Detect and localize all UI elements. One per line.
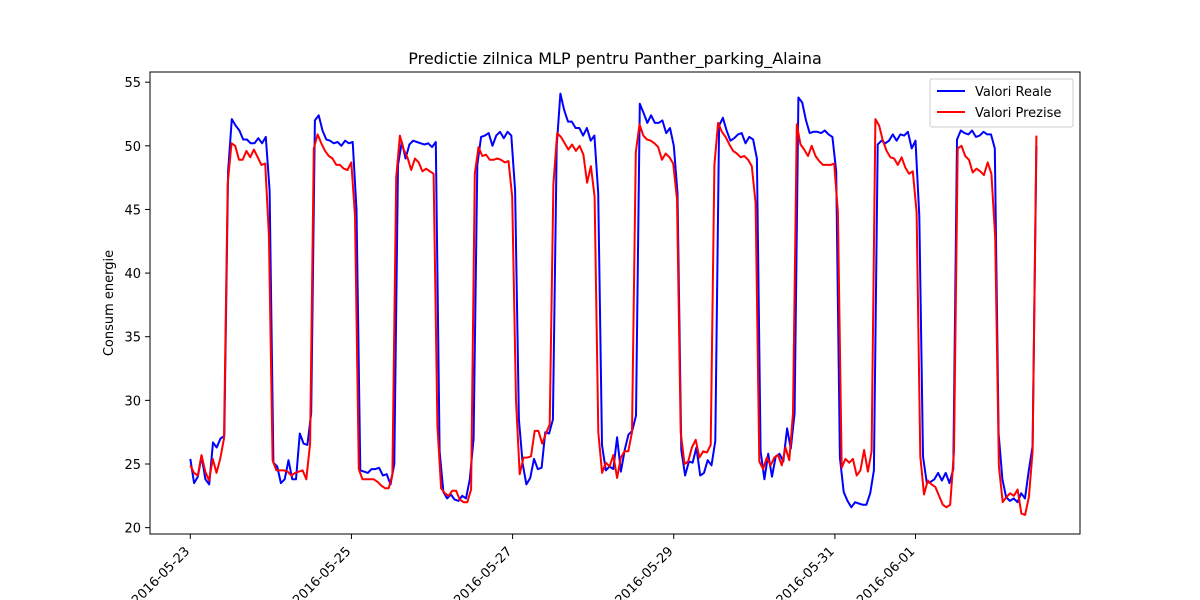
plot-area-frame — [149, 71, 1081, 535]
y-tick-label: 30 — [124, 394, 141, 409]
chart-title: Predictie zilnica MLP pentru Panther_par… — [408, 49, 822, 69]
x-tick-label: 2016-05-23 — [129, 544, 193, 600]
y-tick-label: 25 — [124, 458, 141, 473]
x-tick-label: 2016-05-27 — [451, 544, 515, 600]
series-line-real — [189, 92, 1038, 509]
legend: Valori Reale Valori Prezise — [929, 78, 1074, 128]
y-tick-label: 50 — [124, 140, 141, 155]
y-tick-label: 45 — [124, 203, 141, 218]
y-tick-label: 40 — [124, 267, 141, 282]
x-axis: 2016-05-23 2016-05-25 2016-05-27 2016-05-29… — [129, 534, 918, 600]
legend-label-real: Valori Reale — [975, 85, 1052, 100]
x-tick-label: 2016-05-29 — [613, 544, 677, 600]
y-tick-label: 20 — [124, 522, 141, 537]
y-axis: 20 25 30 35 40 45 50 55 — [124, 76, 150, 537]
x-tick-label: 2016-05-25 — [290, 544, 354, 600]
series-line-predicted — [189, 118, 1038, 516]
y-axis-label: Consum energie — [102, 250, 117, 356]
x-tick-label: 2016-06-01 — [854, 544, 918, 600]
legend-label-predicted: Valori Prezise — [975, 106, 1061, 121]
x-tick-label: 2016-05-31 — [774, 544, 838, 600]
legend-box — [929, 78, 1074, 128]
y-tick-label: 35 — [124, 331, 141, 346]
y-tick-label: 55 — [124, 76, 141, 91]
series-layer — [189, 92, 1038, 516]
